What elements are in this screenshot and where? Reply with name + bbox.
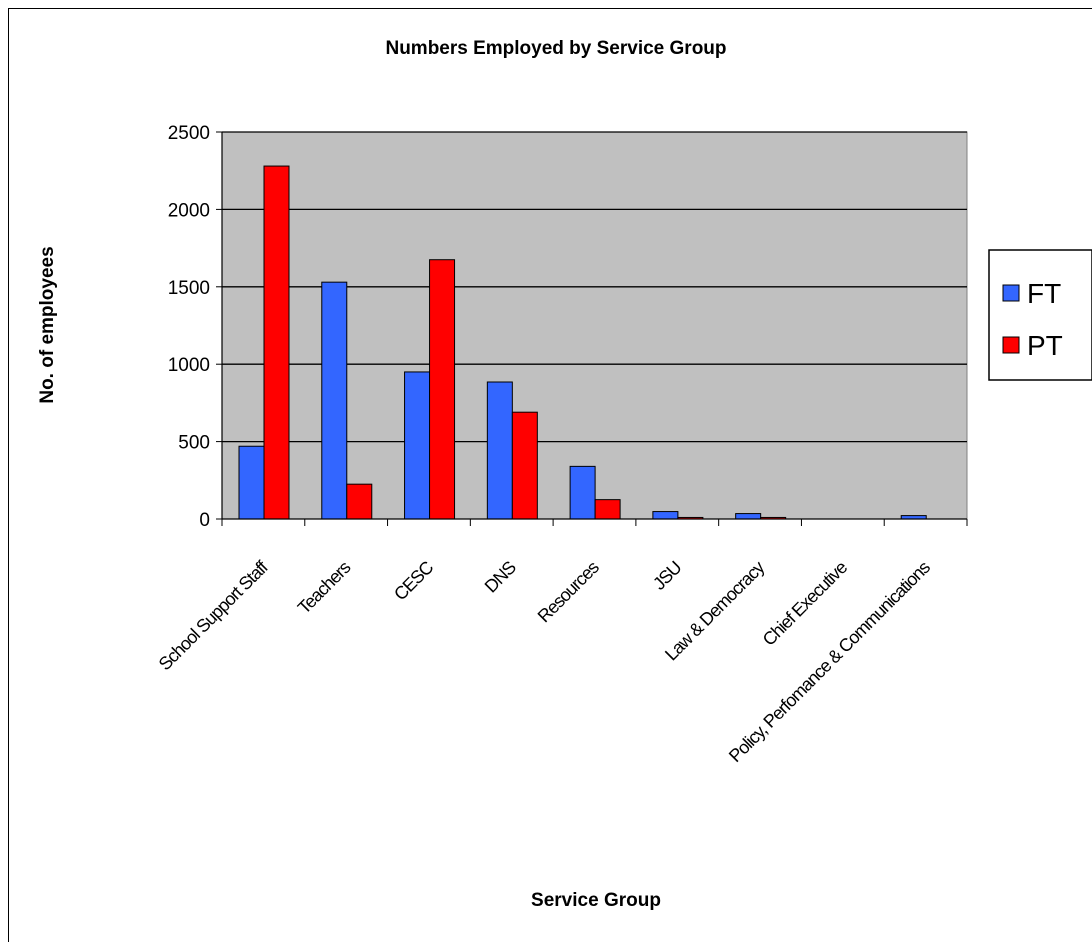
bar-pt: [346, 483, 373, 520]
bar-pt: [429, 259, 456, 520]
y-tick-label: 2000: [168, 200, 210, 221]
bar-ft: [569, 465, 596, 520]
bar-pt: [263, 165, 290, 520]
x-tick-label: Teachers: [294, 557, 355, 618]
y-tick-label: 1500: [168, 278, 210, 299]
x-tick-label: JSU: [649, 558, 685, 594]
y-axis-ticks: 0 500 1000 1500 2000 2500: [168, 123, 222, 531]
axes: [221, 132, 968, 526]
legend-swatch-pt: [1002, 336, 1020, 354]
legend: FT PT: [988, 249, 1092, 381]
chart-title: Numbers Employed by Service Group: [385, 38, 726, 59]
x-axis-labels: School Support Staff Teachers CESC DNS Resou…: [155, 556, 934, 766]
y-tick-label: 2500: [168, 123, 210, 144]
bar-ft: [652, 511, 679, 520]
legend-box: [988, 249, 1092, 381]
y-tick-label: 500: [178, 433, 210, 454]
y-tick-label: 1000: [168, 355, 210, 376]
x-tick-label: CESC: [390, 557, 437, 604]
x-tick-label: Chief Executive: [759, 557, 852, 650]
x-axis-title: Service Group: [531, 890, 661, 911]
y-axis-title: No. of employees: [37, 246, 58, 403]
legend-label-ft: FT: [1027, 278, 1061, 309]
bar-ft: [486, 381, 513, 520]
bar-ft: [321, 281, 348, 520]
x-tick-label: School Support Staff: [155, 556, 273, 674]
bar-pt: [511, 411, 538, 520]
bar-ft: [404, 371, 431, 520]
y-tick-label: 0: [199, 510, 210, 531]
bar-pt: [594, 499, 621, 520]
legend-label-pt: PT: [1027, 330, 1063, 361]
bar-ft: [735, 513, 762, 520]
x-tick-label: DNS: [481, 557, 521, 597]
x-tick-label: Resources: [534, 557, 603, 626]
bars: [238, 165, 927, 520]
legend-swatch-ft: [1002, 284, 1020, 302]
bar-ft: [238, 445, 265, 520]
